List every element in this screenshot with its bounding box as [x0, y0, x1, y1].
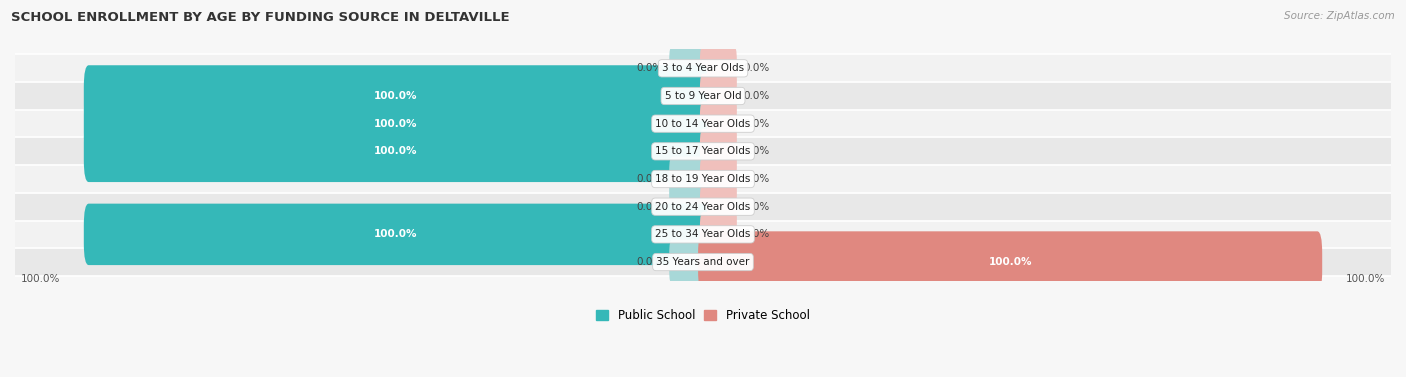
FancyBboxPatch shape — [669, 46, 706, 91]
FancyBboxPatch shape — [669, 156, 706, 201]
Text: 100.0%: 100.0% — [374, 146, 418, 156]
FancyBboxPatch shape — [700, 156, 737, 201]
Text: 100.0%: 100.0% — [374, 229, 418, 239]
Text: 0.0%: 0.0% — [742, 174, 769, 184]
FancyBboxPatch shape — [84, 121, 707, 182]
Text: 100.0%: 100.0% — [21, 274, 60, 284]
Text: 0.0%: 0.0% — [742, 146, 769, 156]
FancyBboxPatch shape — [700, 212, 737, 257]
FancyBboxPatch shape — [15, 110, 1391, 138]
FancyBboxPatch shape — [700, 74, 737, 118]
FancyBboxPatch shape — [15, 248, 1391, 276]
Text: 0.0%: 0.0% — [637, 63, 664, 73]
Text: 0.0%: 0.0% — [637, 202, 664, 212]
Text: 100.0%: 100.0% — [1346, 274, 1385, 284]
Text: 100.0%: 100.0% — [374, 91, 418, 101]
Text: 100.0%: 100.0% — [374, 119, 418, 129]
Text: 10 to 14 Year Olds: 10 to 14 Year Olds — [655, 119, 751, 129]
Text: 0.0%: 0.0% — [742, 229, 769, 239]
Text: 20 to 24 Year Olds: 20 to 24 Year Olds — [655, 202, 751, 212]
FancyBboxPatch shape — [15, 193, 1391, 221]
Text: 0.0%: 0.0% — [742, 63, 769, 73]
FancyBboxPatch shape — [669, 240, 706, 285]
Text: 5 to 9 Year Old: 5 to 9 Year Old — [665, 91, 741, 101]
Text: 35 Years and over: 35 Years and over — [657, 257, 749, 267]
Text: 0.0%: 0.0% — [637, 174, 664, 184]
Text: 18 to 19 Year Olds: 18 to 19 Year Olds — [655, 174, 751, 184]
Legend: Public School, Private School: Public School, Private School — [592, 304, 814, 326]
FancyBboxPatch shape — [84, 204, 707, 265]
FancyBboxPatch shape — [699, 231, 1322, 293]
Text: 25 to 34 Year Olds: 25 to 34 Year Olds — [655, 229, 751, 239]
FancyBboxPatch shape — [15, 54, 1391, 82]
FancyBboxPatch shape — [700, 184, 737, 229]
Text: 15 to 17 Year Olds: 15 to 17 Year Olds — [655, 146, 751, 156]
FancyBboxPatch shape — [84, 93, 707, 154]
Text: 0.0%: 0.0% — [742, 119, 769, 129]
Text: 0.0%: 0.0% — [637, 257, 664, 267]
Text: Source: ZipAtlas.com: Source: ZipAtlas.com — [1284, 11, 1395, 21]
FancyBboxPatch shape — [700, 101, 737, 146]
FancyBboxPatch shape — [15, 82, 1391, 110]
Text: 0.0%: 0.0% — [742, 202, 769, 212]
Text: SCHOOL ENROLLMENT BY AGE BY FUNDING SOURCE IN DELTAVILLE: SCHOOL ENROLLMENT BY AGE BY FUNDING SOUR… — [11, 11, 510, 24]
Text: 0.0%: 0.0% — [742, 91, 769, 101]
Text: 100.0%: 100.0% — [988, 257, 1032, 267]
FancyBboxPatch shape — [669, 184, 706, 229]
FancyBboxPatch shape — [700, 129, 737, 174]
Text: 3 to 4 Year Olds: 3 to 4 Year Olds — [662, 63, 744, 73]
FancyBboxPatch shape — [84, 65, 707, 127]
FancyBboxPatch shape — [700, 46, 737, 91]
FancyBboxPatch shape — [15, 138, 1391, 165]
FancyBboxPatch shape — [15, 221, 1391, 248]
FancyBboxPatch shape — [15, 165, 1391, 193]
